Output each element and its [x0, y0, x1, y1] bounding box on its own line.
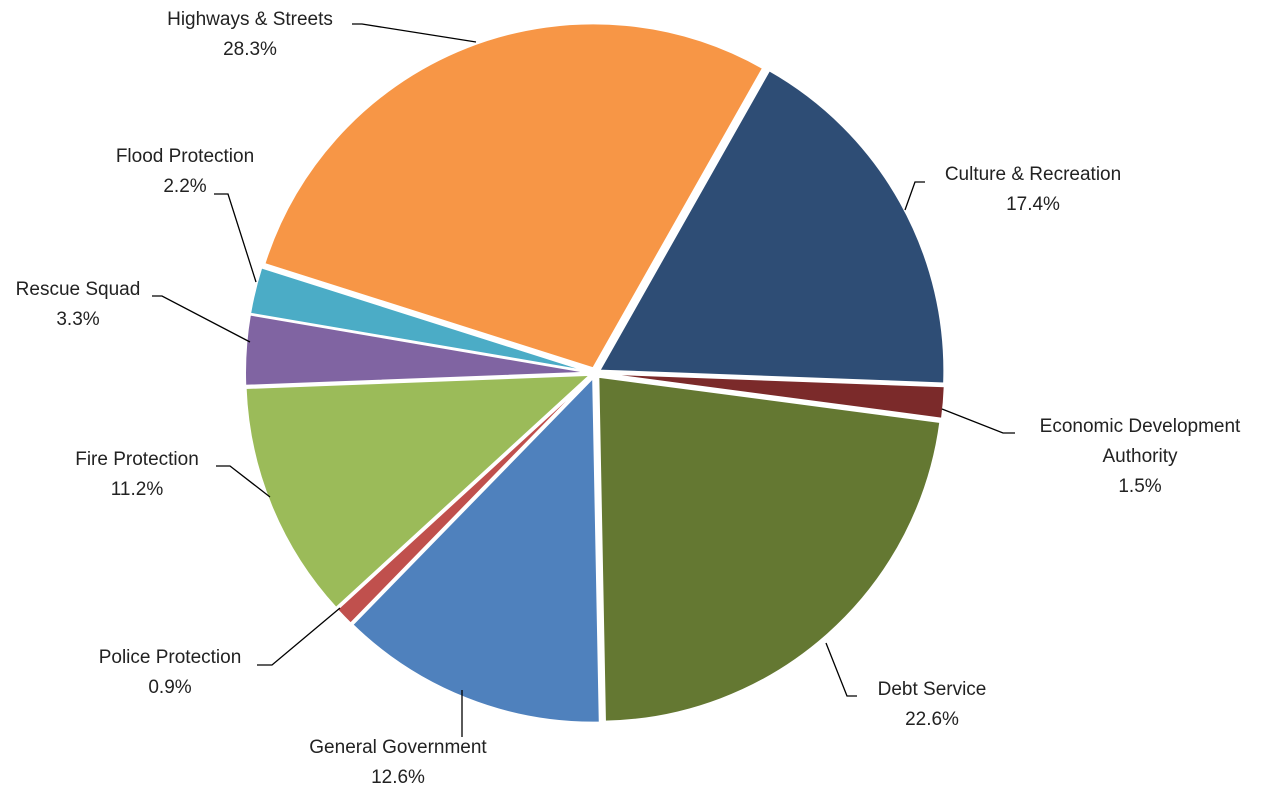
value-label: 12.6% [371, 767, 425, 788]
value-label: 0.9% [148, 677, 192, 698]
category-label: Economic Development Authority [1039, 416, 1241, 467]
pie-slice [335, 375, 593, 625]
value-label: 2.2% [163, 176, 207, 197]
value-label: 3.3% [56, 309, 100, 330]
slice-label: Police Protection 0.9% [45, 643, 295, 703]
category-label: Police Protection [98, 647, 242, 668]
leader-line [904, 181, 925, 211]
pie-slice [263, 22, 765, 370]
pie-slice [599, 372, 946, 420]
category-label: Rescue Squad [15, 279, 141, 300]
pie-slice [597, 375, 942, 723]
value-label: 11.2% [110, 479, 164, 500]
slice-label: Debt Service 22.6% [807, 675, 1057, 735]
category-label: Highways & Streets [167, 9, 333, 30]
slice-label: Highways & Streets 28.3% [125, 5, 375, 65]
value-label: 22.6% [905, 709, 959, 730]
value-label: 1.5% [1118, 476, 1162, 497]
value-label: 17.4% [1006, 194, 1060, 215]
leader-line [825, 642, 857, 697]
pie-slice [244, 373, 594, 610]
leader-line [214, 193, 257, 283]
value-label: 28.3% [223, 39, 277, 60]
pie-slice [597, 68, 946, 385]
category-label: General Government [309, 737, 487, 758]
slice-label: General Government 12.6% [273, 733, 523, 793]
category-label: Fire Protection [75, 449, 199, 470]
leader-line [352, 23, 477, 43]
leader-line [941, 408, 1015, 434]
leader-line [257, 607, 341, 666]
category-label: Debt Service [877, 679, 987, 700]
slice-label: Fire Protection 11.2% [12, 445, 262, 505]
slice-label: Flood Protection 2.2% [60, 142, 310, 202]
pie-slice [248, 266, 591, 373]
leader-line [216, 465, 271, 498]
category-label: Culture & Recreation [944, 164, 1122, 185]
pie-slice [350, 375, 601, 724]
category-label: Flood Protection [115, 146, 255, 167]
slice-label: Economic Development Authority 1.5% [1015, 412, 1265, 502]
slice-label: Culture & Recreation 17.4% [908, 160, 1158, 220]
leader-line [152, 295, 251, 343]
slice-label: Rescue Squad 3.3% [0, 275, 203, 335]
